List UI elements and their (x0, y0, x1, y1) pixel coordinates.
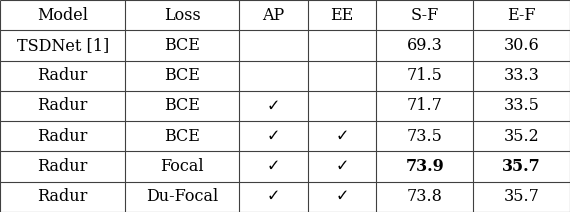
Text: ✓: ✓ (335, 189, 349, 204)
Text: Du-Focal: Du-Focal (146, 188, 218, 205)
Text: ✓: ✓ (267, 99, 280, 113)
Text: 35.7: 35.7 (502, 158, 541, 175)
Text: 73.8: 73.8 (407, 188, 442, 205)
Text: BCE: BCE (165, 67, 200, 84)
Text: Radur: Radur (38, 98, 88, 114)
Text: BCE: BCE (165, 128, 200, 145)
Text: Model: Model (37, 7, 88, 24)
Text: 33.5: 33.5 (504, 98, 539, 114)
Text: ✓: ✓ (267, 129, 280, 144)
Text: AP: AP (262, 7, 285, 24)
Text: 69.3: 69.3 (407, 37, 442, 54)
Text: ✓: ✓ (267, 159, 280, 174)
Text: 71.7: 71.7 (407, 98, 442, 114)
Text: ✓: ✓ (335, 159, 349, 174)
Text: BCE: BCE (165, 37, 200, 54)
Text: EE: EE (331, 7, 353, 24)
Text: Radur: Radur (38, 158, 88, 175)
Text: 73.5: 73.5 (407, 128, 442, 145)
Text: Focal: Focal (161, 158, 204, 175)
Text: Loss: Loss (164, 7, 201, 24)
Text: 71.5: 71.5 (407, 67, 442, 84)
Text: TSDNet [1]: TSDNet [1] (17, 37, 109, 54)
Text: ✓: ✓ (267, 189, 280, 204)
Text: 73.9: 73.9 (405, 158, 444, 175)
Text: ✓: ✓ (335, 129, 349, 144)
Text: 30.6: 30.6 (504, 37, 539, 54)
Text: Radur: Radur (38, 67, 88, 84)
Text: 35.7: 35.7 (504, 188, 539, 205)
Text: Radur: Radur (38, 128, 88, 145)
Text: S-F: S-F (410, 7, 439, 24)
Text: 33.3: 33.3 (504, 67, 539, 84)
Text: 35.2: 35.2 (504, 128, 539, 145)
Text: Radur: Radur (38, 188, 88, 205)
Text: BCE: BCE (165, 98, 200, 114)
Text: E-F: E-F (507, 7, 536, 24)
